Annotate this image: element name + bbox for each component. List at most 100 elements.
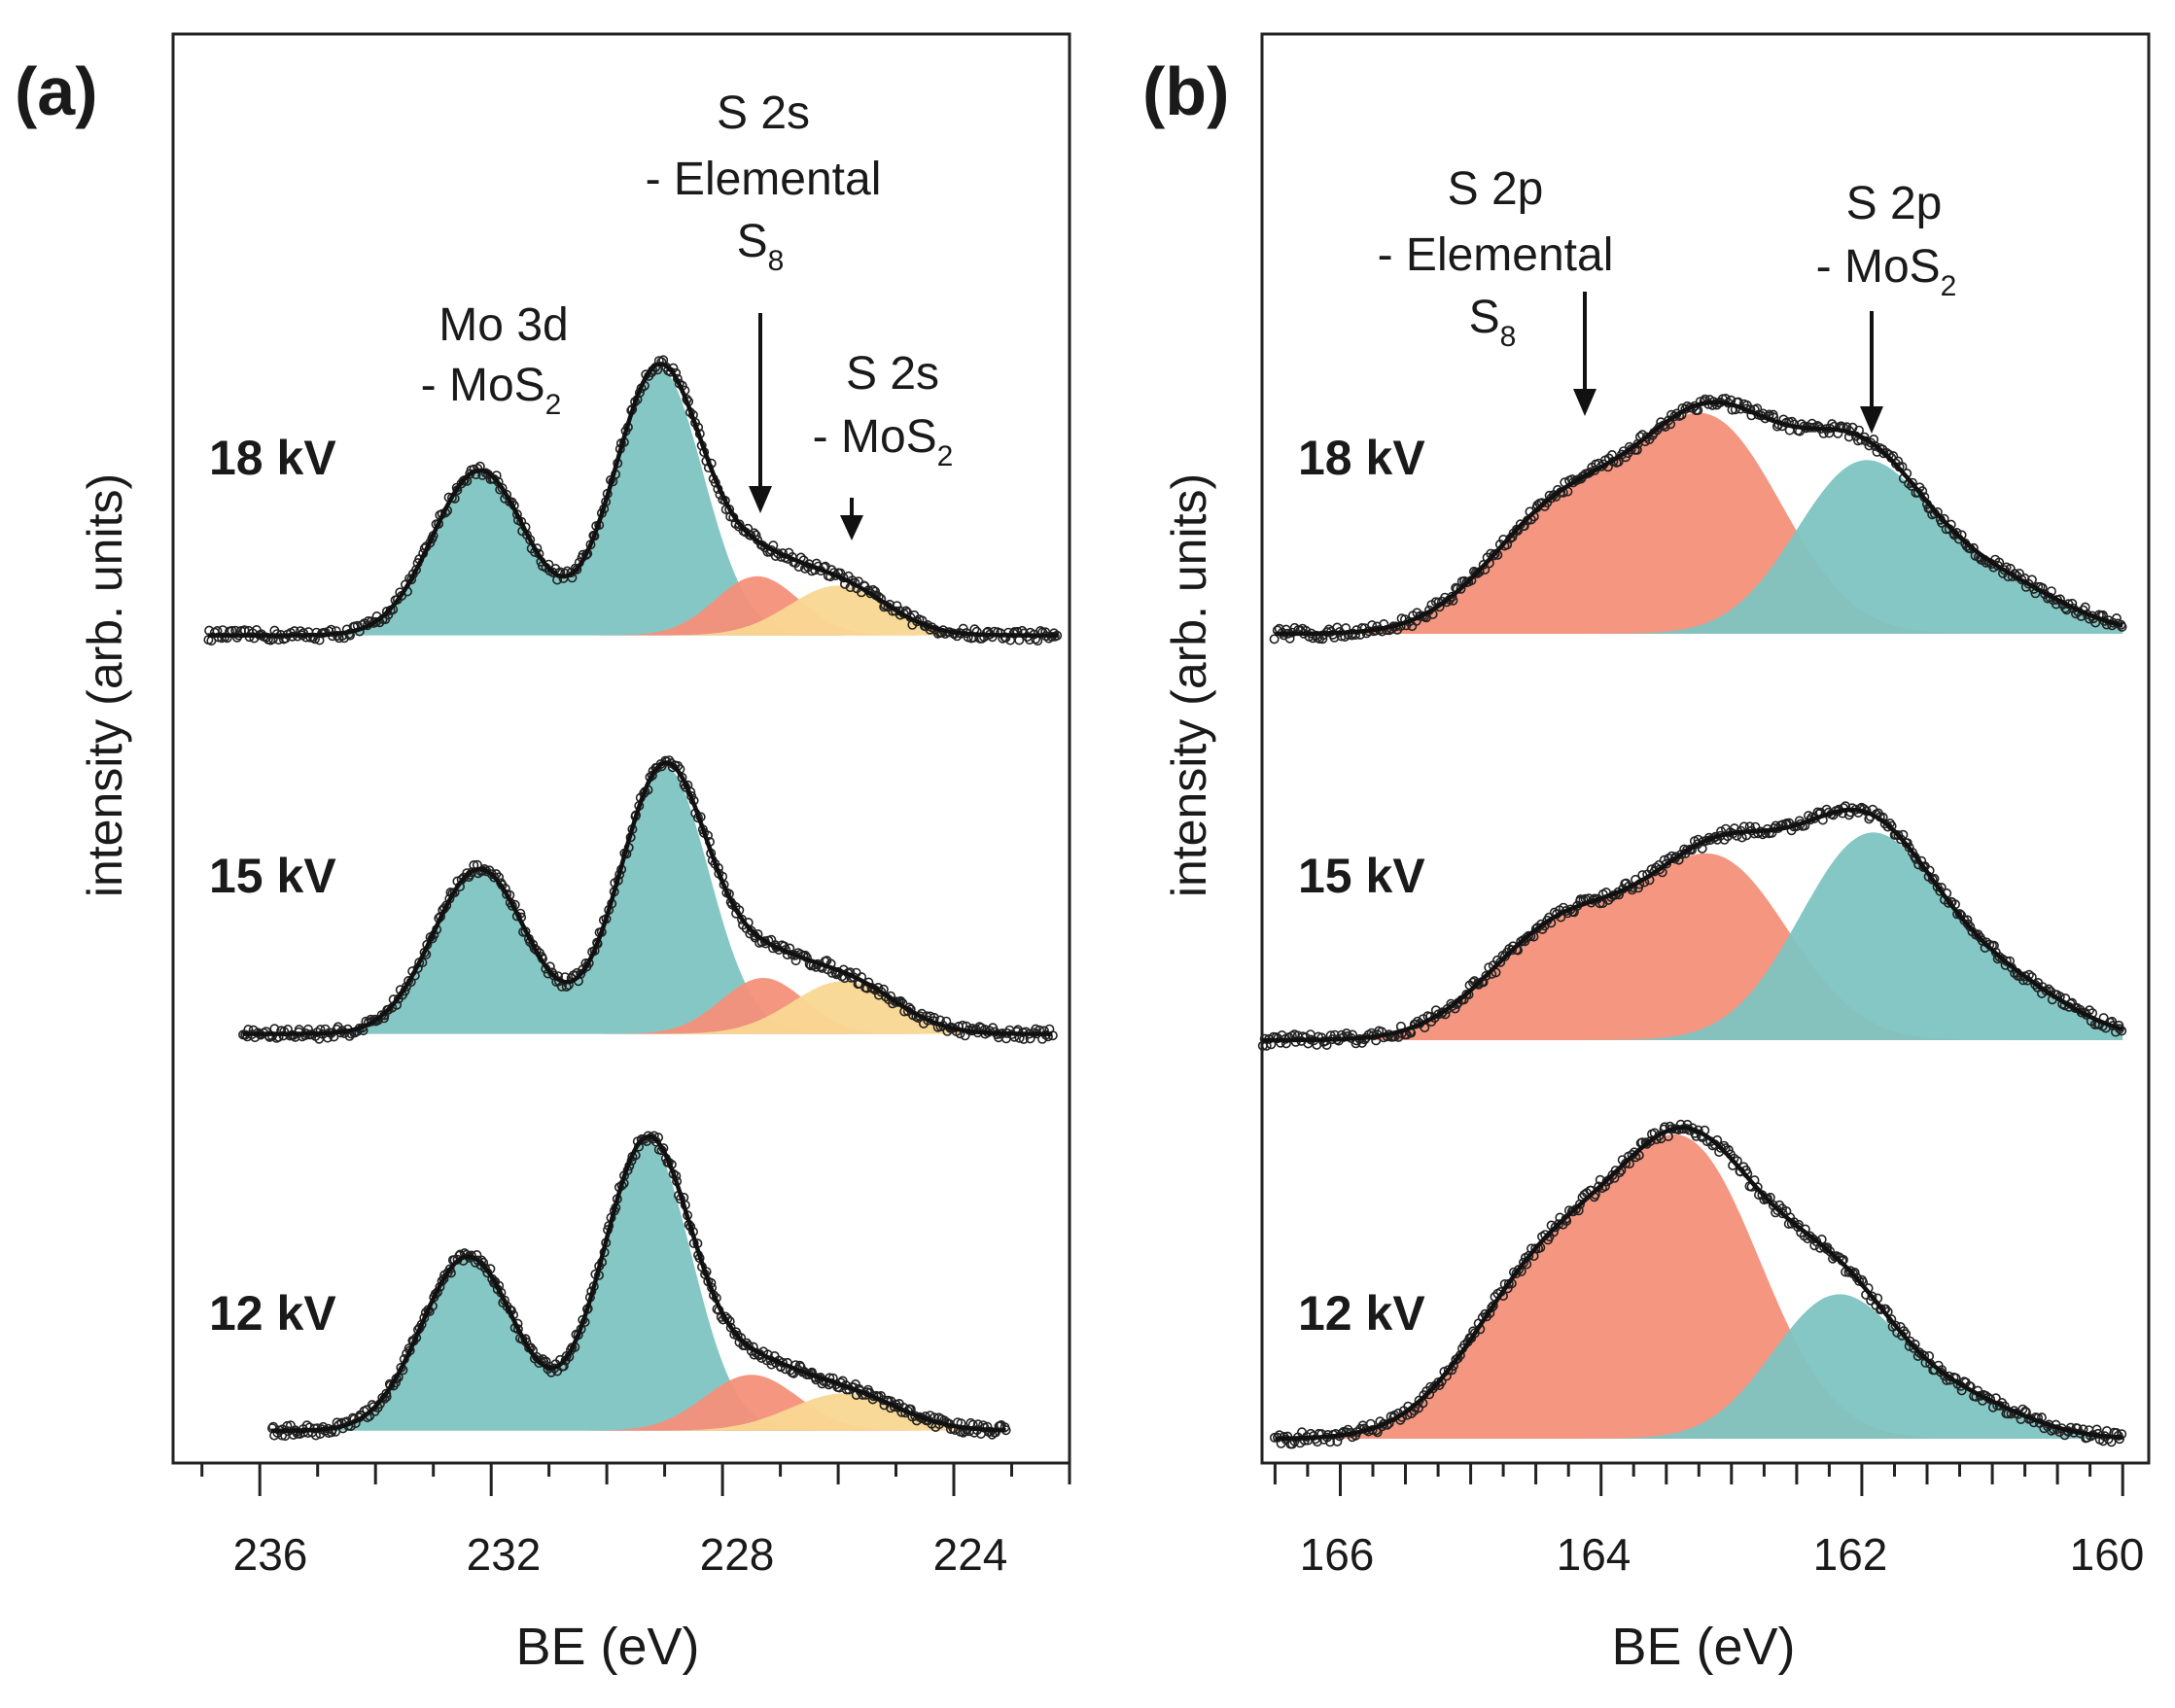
panel-b-frame (1260, 32, 2151, 1465)
data-point (1669, 854, 1680, 864)
spectrum-15-kv (238, 755, 1058, 1045)
annotation-s2s-elemental: S 2s - Elemental S8 (646, 87, 882, 513)
data-point (1805, 1231, 1815, 1241)
spectrum-12-kv (1269, 1119, 2127, 1449)
annotation-mo3d-mos2: Mo 3d - MoS2 (421, 299, 569, 421)
spectrum-18-kv (203, 355, 1063, 646)
annotation-s2p-elemental: S 2p - Elemental S8 (1378, 163, 1614, 416)
annotation-text: S (737, 216, 768, 267)
fit-envelope-line (1262, 807, 2123, 1043)
panel-b-kv-18: 18 kV (1298, 431, 1425, 485)
panel-b-tick-label: 166 (1300, 1529, 1375, 1580)
component-fill-mo-3d-mos2-3d5-2-3d3-2- (242, 766, 1053, 1034)
data-point (1641, 432, 1652, 442)
annotation-text: S 2s (717, 87, 810, 139)
annotation-text: S8 (737, 216, 785, 277)
annotation-text: - MoS (813, 411, 937, 463)
fit-envelope-line (242, 760, 1053, 1036)
panel-a-kv-15: 15 kV (209, 849, 336, 903)
annotation-text: S8 (1469, 292, 1517, 353)
data-point (2117, 621, 2127, 632)
panel-a-tick-label: 236 (233, 1529, 308, 1580)
panel-a-label: (a) (15, 53, 98, 129)
data-point (1489, 550, 1499, 561)
spectrum-12-kv (266, 1131, 1011, 1442)
annotation-text: - Elemental (1378, 229, 1614, 281)
annotation-subscript: 2 (1941, 270, 1957, 302)
fit-envelope-line (271, 1133, 1006, 1434)
annotation-text: - MoS2 (421, 360, 562, 421)
component-fill-s-2s-mos2 (207, 585, 1059, 636)
data-point (1269, 634, 1280, 645)
arrow-head (749, 486, 772, 513)
annotation-text: S 2s (846, 348, 939, 400)
annotation-text: Mo 3d (439, 299, 568, 351)
annotation-text: S 2p (1448, 163, 1544, 215)
arrow-head (1860, 406, 1883, 434)
data-point (1890, 1320, 1901, 1331)
component-fill-s-2p-mos2 (1275, 1294, 2123, 1439)
panel-b-tick-label: 162 (1813, 1529, 1888, 1580)
component-fill-mo-3d-mos2-3d5-2-3d3-2- (271, 1141, 1006, 1431)
annotation-text: - MoS2 (813, 411, 954, 472)
annotation-text: S (1469, 292, 1500, 343)
panel-a-frame (171, 32, 1071, 1465)
data-point (444, 1264, 455, 1274)
annotation-text: - MoS2 (1816, 241, 1957, 302)
annotation-subscript: 2 (937, 440, 954, 472)
panel-b: (b) 166 164 162 160 BE (eV) intensity (a… (1142, 32, 2151, 1676)
fit-envelope-line (207, 362, 1059, 638)
annotation-subscript: 8 (1500, 321, 1517, 353)
spectrum-18-kv (1269, 393, 2127, 645)
data-point (743, 1341, 754, 1351)
data-point (1845, 1266, 1856, 1276)
panel-b-kv-12: 12 kV (1298, 1286, 1425, 1341)
panel-a-plot-area (203, 355, 1063, 1442)
component-fill-s-2p-elemental-s8 (1262, 853, 2123, 1040)
panel-b-kv-15: 15 kV (1298, 849, 1425, 903)
data-point (473, 1255, 483, 1266)
panel-a-kv-18: 18 kV (209, 431, 336, 485)
annotation-subscript: 8 (768, 245, 785, 277)
panel-b-tick-label: 160 (2070, 1529, 2145, 1580)
component-fill-s-2p-elemental-s8 (1275, 1134, 2123, 1439)
data-point (1554, 1219, 1564, 1230)
spectrum-15-kv (1257, 801, 2127, 1051)
panel-b-plot-area (1257, 393, 2127, 1449)
annotation-text: S 2p (1846, 178, 1943, 229)
component-fill-s-2s-mos2 (271, 1393, 1006, 1431)
panel-a-tick-label: 232 (467, 1529, 542, 1580)
annotation-s2p-mos2: S 2p - MoS2 (1816, 178, 1957, 434)
component-fill-s-2p-elemental-s8 (1275, 412, 2123, 634)
annotation-text: - Elemental (646, 154, 882, 205)
data-point (1481, 970, 1491, 981)
panel-a-x-axis-title: BE (eV) (515, 1618, 699, 1676)
panel-a-x-axis (200, 1463, 1071, 1496)
panel-a: (a) 236 232 228 224 BE (eV) intensity (a… (15, 32, 1071, 1676)
panel-b-label: (b) (1142, 53, 1229, 129)
annotation-s2s-mos2: S 2s - MoS2 (813, 348, 954, 540)
annotation-text: - MoS (1816, 241, 1941, 293)
panel-b-tick-label: 164 (1557, 1529, 1631, 1580)
data-point (548, 970, 559, 981)
annotation-subscript: 2 (545, 389, 562, 421)
component-fill-s-2p-mos2 (1275, 460, 2123, 634)
panel-a-y-axis-title: intensity (arb. units) (78, 473, 132, 897)
data-point (1488, 1301, 1498, 1311)
data-point (1914, 1347, 1925, 1358)
panel-a-tick-label: 228 (700, 1529, 775, 1580)
fit-envelope-line (1275, 400, 2123, 637)
panel-b-y-axis-title: intensity (arb. units) (1162, 473, 1216, 897)
component-fill-s-2p-mos2 (1262, 832, 2123, 1040)
data-point (479, 1263, 490, 1273)
panel-b-x-axis-title: BE (eV) (1611, 1618, 1795, 1676)
data-point (1867, 1291, 1877, 1302)
panel-a-tick-label: 224 (933, 1529, 1008, 1580)
data-point (2117, 1026, 2127, 1036)
panel-b-x-axis (1273, 1463, 2124, 1496)
arrow-head (840, 515, 863, 540)
annotation-text: - MoS (421, 360, 545, 411)
arrow-head (1573, 389, 1596, 416)
component-fill-s-2s-mos2 (242, 981, 1053, 1034)
